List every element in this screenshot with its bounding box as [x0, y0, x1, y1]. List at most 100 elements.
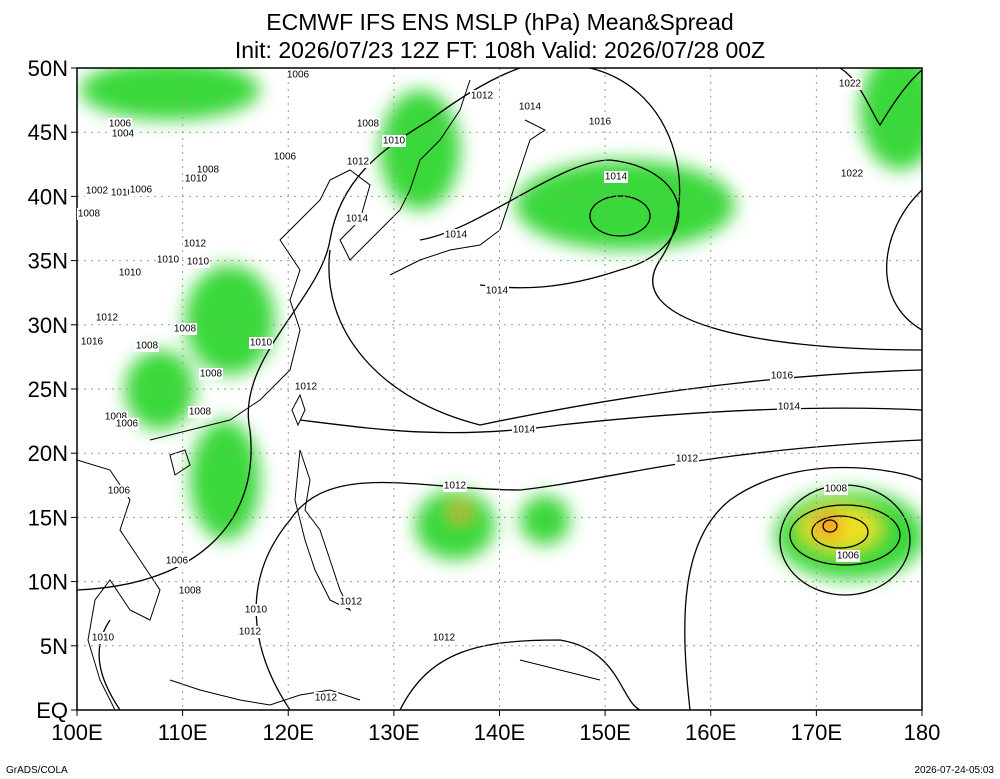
contour-label: 1008 — [105, 412, 128, 423]
contour-label: 1014 — [519, 102, 542, 113]
contour-label-bg — [165, 555, 189, 567]
footer-left: GrADS/COLA — [6, 765, 68, 776]
contour-label: 1010 — [119, 268, 142, 279]
contour-label-bg — [286, 69, 310, 81]
lat-label: 20N — [28, 441, 68, 466]
lat-label: 30N — [28, 313, 68, 338]
contour-label-bg — [432, 632, 456, 644]
contour-label-bg — [135, 340, 159, 352]
footer-right: 2026-07-24-05:03 — [914, 765, 994, 776]
lon-label: 140E — [474, 720, 525, 745]
contour-label: 1006 — [287, 70, 310, 81]
contour-label-bg — [339, 596, 363, 608]
contour-label-bg — [588, 116, 612, 128]
contour-label-bg — [356, 118, 380, 130]
contour-label: 1012 — [676, 454, 699, 465]
contour-label: 1012 — [444, 481, 467, 492]
lon-label: 100E — [51, 720, 102, 745]
contour-label: 1016 — [81, 337, 104, 348]
contour-label-bg — [183, 238, 207, 250]
contour-label-bg — [443, 480, 467, 492]
contour-label: 1006 — [837, 551, 860, 562]
contour-label-bg — [115, 418, 139, 430]
lon-label: 130E — [368, 720, 419, 745]
contour-label-bg — [77, 208, 101, 220]
contour-label: 1006 — [108, 486, 131, 497]
contour-label-bg — [604, 171, 628, 183]
contour-label-bg — [95, 312, 119, 324]
contour-label-bg — [294, 381, 318, 393]
contour-label-bg — [244, 604, 268, 616]
contour-label: 1010 — [185, 174, 208, 185]
contour-label: 1012 — [295, 382, 318, 393]
contour-label: 1004 — [112, 129, 135, 140]
contour-label-bg — [824, 483, 848, 495]
contour-label-bg — [314, 692, 338, 704]
contour-label-bg — [111, 128, 135, 140]
contour-label-bg — [777, 401, 801, 413]
contour-label: 1010 — [383, 136, 406, 147]
contour-label-bg — [512, 424, 536, 436]
contour-label: 1014 — [486, 286, 509, 297]
contour-label: 1016 — [771, 371, 794, 382]
map-area — [77, 68, 922, 710]
contour-label-bg — [770, 370, 794, 382]
contour-label: 1006 — [274, 152, 297, 163]
contour-label: 1010 — [245, 605, 268, 616]
contour-label: 1010 — [250, 338, 273, 349]
contour-label: 1016 — [589, 117, 612, 128]
contour-label: 1006 — [166, 556, 189, 567]
contour-label-bg — [186, 256, 210, 268]
contour-label-bg — [184, 173, 208, 185]
contour-label-bg — [156, 254, 180, 266]
contour-label: 1022 — [841, 169, 864, 180]
contour-label-bg — [840, 168, 864, 180]
contour-label-bg — [485, 285, 509, 297]
subtitle: Init: 2026/07/23 12Z FT: 108h Valid: 202… — [235, 37, 765, 63]
contour-label: 1008 — [179, 586, 202, 597]
lat-label: 10N — [28, 570, 68, 595]
lon-label: 170E — [791, 720, 842, 745]
contour-label-bg — [199, 368, 223, 380]
contour-label-bg — [382, 135, 406, 147]
lat-label: 40N — [28, 184, 68, 209]
contour-label: 1010 — [92, 633, 115, 644]
contour-label: 1012 — [184, 239, 207, 250]
contour-label: 1008 — [136, 341, 159, 352]
contour-label-bg — [108, 118, 132, 130]
contour-label: 1008 — [825, 484, 848, 495]
contour-label: 1014 — [778, 402, 801, 413]
contour-label-bg — [470, 90, 494, 102]
contour-label-bg — [80, 336, 104, 348]
lon-label: 110E — [158, 720, 208, 745]
isobars — [77, 68, 922, 710]
contour-label-bg — [178, 585, 202, 597]
contour-label: 1014 — [513, 425, 536, 436]
contour-label-bg — [836, 550, 860, 562]
contour-label: 1012 — [315, 693, 338, 704]
coastlines — [77, 79, 601, 710]
contour-label: 1012 — [433, 633, 456, 644]
contour-label-bg — [188, 406, 212, 418]
contour-label: 1014 — [445, 230, 468, 241]
lat-label: 5N — [40, 634, 68, 659]
contour-label-bg — [838, 78, 862, 90]
contour-label: 1008 — [200, 369, 223, 380]
contour-label: 1012 — [347, 157, 370, 168]
contour-label-bg — [273, 151, 297, 163]
lat-label: 25N — [28, 377, 68, 402]
contour-label: 1006 — [130, 185, 153, 196]
lat-label: 15N — [28, 505, 68, 530]
spread-shading — [80, 68, 922, 580]
contour-label-bg — [518, 101, 542, 113]
contour-label-bg — [346, 156, 370, 168]
contour-label-bg — [675, 453, 699, 465]
contour-label-bg — [107, 485, 131, 497]
contour-label-bg — [345, 213, 369, 225]
contour-label: 1010 — [111, 188, 134, 199]
contour-label-bg — [110, 187, 134, 199]
contour-label: 1010 — [187, 257, 210, 268]
contour-label: 1002 — [86, 186, 109, 197]
contour-label: 1014 — [605, 172, 628, 183]
